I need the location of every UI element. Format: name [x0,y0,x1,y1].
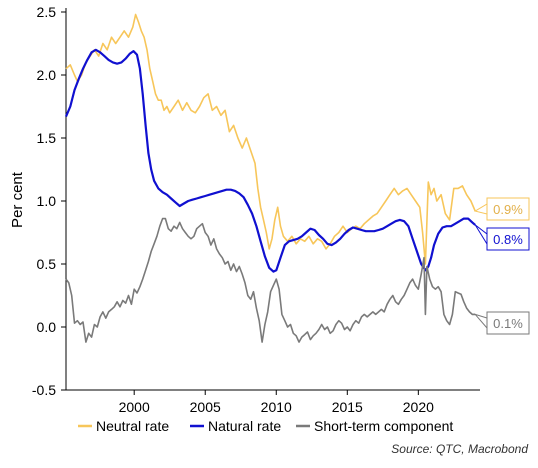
x-tick-label: 2010 [261,399,292,415]
legend-item-short-term-component: Short-term component [296,418,453,434]
series-line-short-term-component [65,217,476,343]
x-tick-label: 2000 [119,399,150,415]
end-label-natural-rate: 0.8% [474,224,530,251]
end-label-pointer [473,203,488,215]
x-tick-label: 2020 [403,399,434,415]
end-label-pointer [474,224,488,246]
legend-label: Short-term component [314,418,453,434]
y-tick-label: 2.0 [37,67,57,83]
y-axis: 2.5 2.0 1.5 1.0 0.5 0.0 -0.5 [32,4,67,398]
x-tick-label: 2015 [332,399,363,415]
end-label-text: 0.8% [493,232,523,247]
end-label-pointer [473,313,488,330]
legend: Neutral rate Natural rate Short-term compo… [78,418,453,434]
legend-label: Neutral rate [96,418,169,434]
end-label-text: 0.9% [493,202,523,217]
x-tick-label: 2005 [190,399,221,415]
end-label-box [486,197,530,221]
y-tick-label: -0.5 [32,382,56,398]
legend-item-natural-rate: Natural rate [190,418,281,434]
end-label-box [486,227,530,251]
legend-item-neutral-rate: Neutral rate [78,418,169,434]
y-tick-label: 1.5 [37,130,57,146]
end-labels: 0.9% 0.8% 0.1% [473,197,530,335]
source-note: Source: QTC, Macrobond [391,442,528,456]
y-tick-label: 0.0 [37,319,57,335]
y-tick-label: 0.5 [37,256,57,272]
y-tick-label: 1.0 [37,193,57,209]
y-tick-label: 2.5 [37,4,57,20]
end-label-short-term-component: 0.1% [473,311,530,335]
x-axis: 2000 2005 2010 2015 2020 [66,389,480,415]
end-label-box [486,311,530,335]
end-label-neutral-rate: 0.9% [473,197,530,221]
end-label-text: 0.1% [493,316,523,331]
series-layer [64,13,476,343]
legend-label: Natural rate [208,418,281,434]
series-line-natural-rate [64,48,476,273]
series-line-neutral-rate [65,13,476,265]
y-axis-label: Per cent [9,171,26,228]
